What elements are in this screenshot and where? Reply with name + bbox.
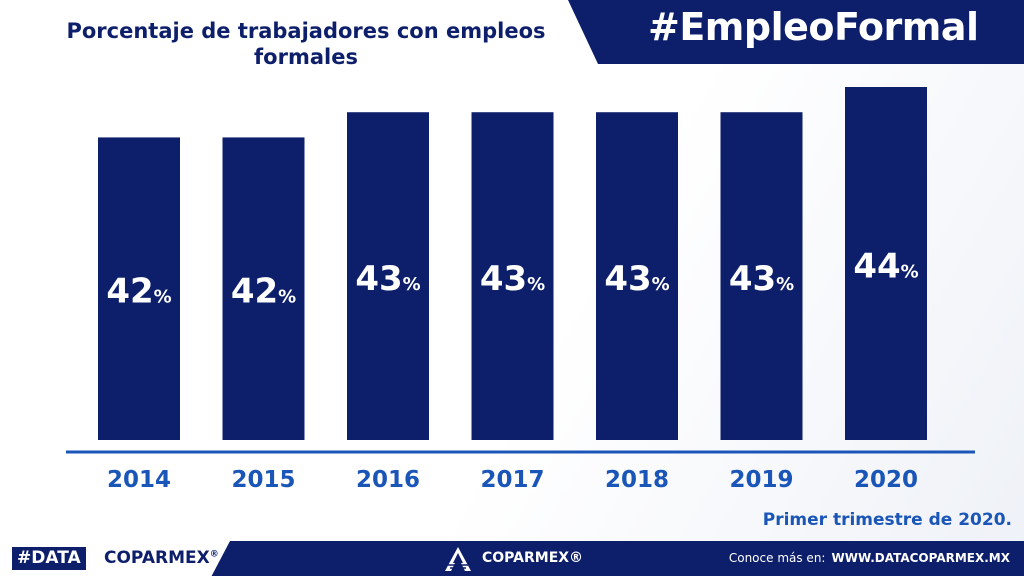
- footer-link-url[interactable]: WWW.DATACOPARMEX.MX: [831, 551, 1010, 565]
- footer-link-label: Conoce más en:: [728, 551, 826, 565]
- bar-2017: [471, 112, 554, 440]
- footer-brand-area: #DATA COPARMEX®: [0, 541, 230, 576]
- bar-2018: [596, 112, 678, 440]
- coparmex-logo-icon: [445, 547, 471, 571]
- period-note: Primer trimestre de 2020.: [762, 510, 1012, 530]
- footer-bar: #DATA COPARMEX® COPARMEX® Conoce más en:…: [0, 541, 1024, 576]
- brand-data-label: #DATA: [12, 547, 86, 570]
- brand-coparmex-label: COPARMEX®: [104, 548, 219, 568]
- bar-2019: [720, 112, 803, 440]
- footer-coparmex-label: COPARMEX®: [482, 550, 584, 566]
- bar-2015: [222, 137, 305, 440]
- x-tick-label-2016: 2016: [356, 467, 420, 493]
- bar-2020: [845, 87, 927, 440]
- chart-title: Porcentaje de trabajadores con empleos f…: [66, 19, 546, 69]
- hashtag-text: #EmpleoFormal: [648, 5, 979, 49]
- x-tick-label-2014: 2014: [107, 467, 171, 493]
- x-tick-label-2020: 2020: [854, 467, 918, 493]
- x-tick-label-2017: 2017: [480, 467, 544, 493]
- hashtag-banner: #EmpleoFormal: [568, 0, 1024, 64]
- data-label-2020: 44%: [853, 247, 918, 287]
- data-label-2016: 43%: [355, 259, 420, 299]
- footer-website[interactable]: Conoce más en: WWW.DATACOPARMEX.MX: [729, 551, 1010, 565]
- data-label-2018: 43%: [604, 259, 669, 299]
- data-label-2014: 42%: [106, 272, 171, 312]
- bar-chart: 42% 2014 42% 2015 43% 2016 43% 2017 43% 2018 43% 20…: [66, 87, 975, 493]
- data-label-2019: 43%: [729, 259, 794, 299]
- bar-2016: [347, 112, 429, 440]
- x-tick-label-2019: 2019: [729, 467, 793, 493]
- data-label-2017: 43%: [480, 259, 545, 299]
- bar-2014: [98, 137, 180, 440]
- x-tick-label-2015: 2015: [231, 467, 295, 493]
- x-tick-label-2018: 2018: [605, 467, 669, 493]
- data-label-2015: 42%: [231, 272, 296, 312]
